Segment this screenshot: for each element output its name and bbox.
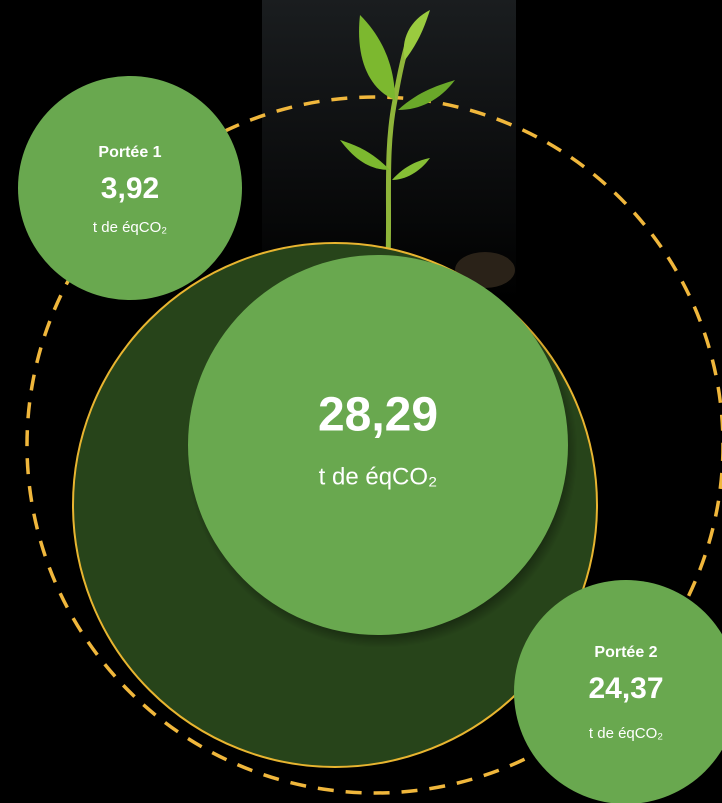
scope-value: 24,37 xyxy=(588,672,663,705)
page: 28,29 t de éqCO₂ Portée 1 3,92 t de éqCO… xyxy=(0,0,722,803)
infographic: 28,29 t de éqCO₂ Portée 1 3,92 t de éqCO… xyxy=(0,0,722,803)
total-value: 28,29 xyxy=(318,389,438,442)
total-circle xyxy=(188,255,568,635)
scope-label: Portée 2 xyxy=(594,644,657,661)
total-unit: t de éqCO₂ xyxy=(319,463,438,490)
scope-unit: t de éqCO₂ xyxy=(93,219,167,236)
scope-value: 3,92 xyxy=(101,172,159,205)
scope-label: Portée 1 xyxy=(98,144,161,161)
scope-unit: t de éqCO₂ xyxy=(589,725,663,742)
